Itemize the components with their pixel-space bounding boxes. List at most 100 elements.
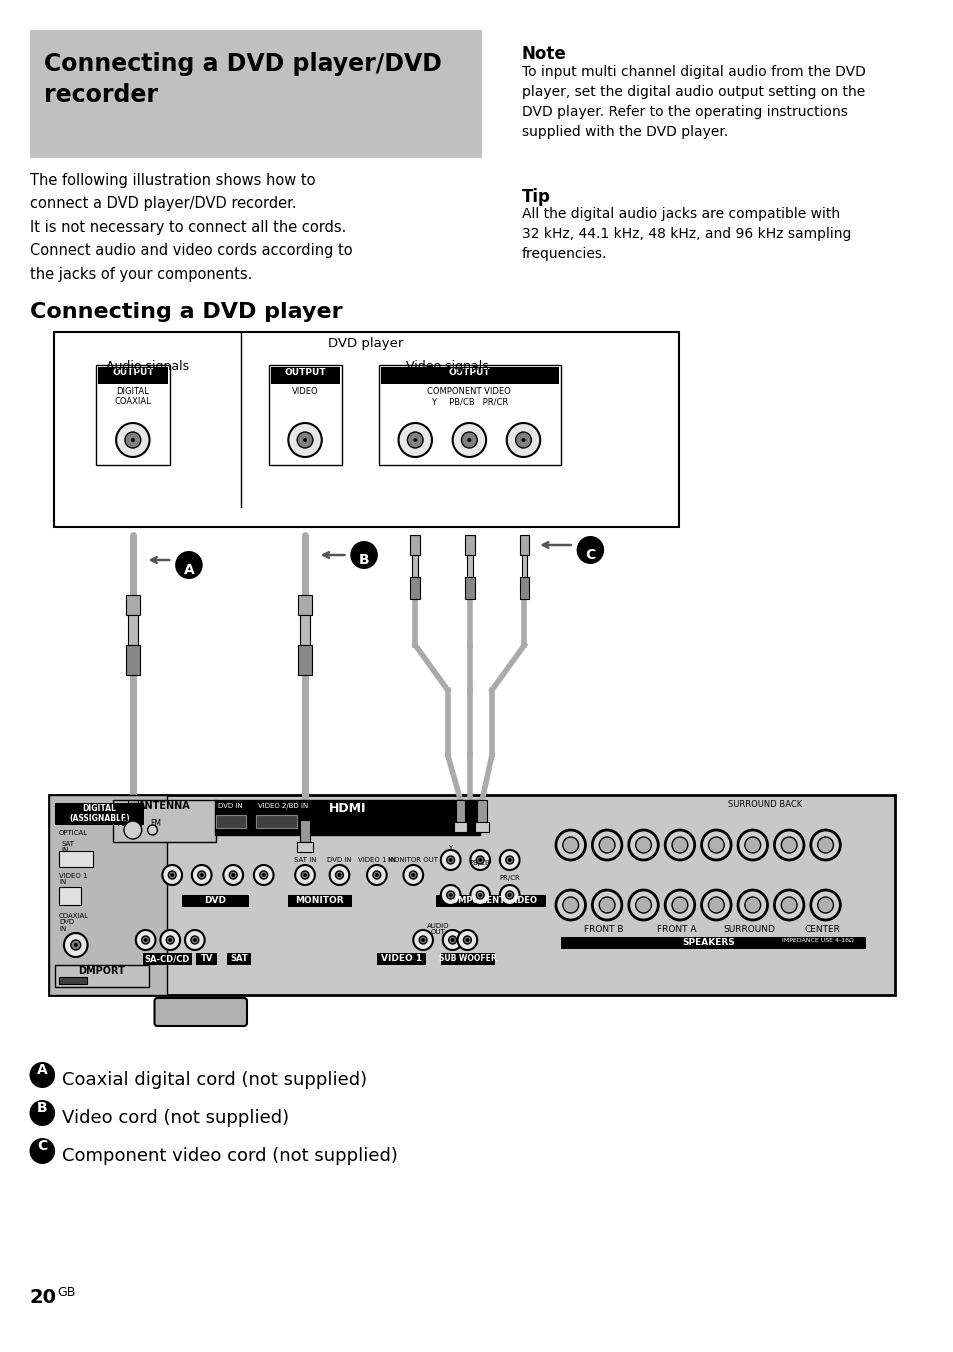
Circle shape xyxy=(418,936,427,944)
Bar xyxy=(298,645,312,675)
Text: C: C xyxy=(37,1138,48,1153)
Circle shape xyxy=(303,438,307,442)
Text: AM: AM xyxy=(118,819,130,827)
Text: SAT IN: SAT IN xyxy=(294,857,316,863)
Text: Connecting a DVD player: Connecting a DVD player xyxy=(30,301,342,322)
Circle shape xyxy=(467,438,471,442)
Circle shape xyxy=(457,930,476,950)
Circle shape xyxy=(476,856,483,864)
Text: Video cord (not supplied): Video cord (not supplied) xyxy=(62,1109,289,1128)
Bar xyxy=(113,800,216,842)
Circle shape xyxy=(628,830,658,860)
Bar xyxy=(227,953,251,965)
Circle shape xyxy=(350,541,377,569)
Text: Component video cord (not supplied): Component video cord (not supplied) xyxy=(62,1146,397,1165)
Bar xyxy=(410,535,419,556)
Text: DVD IN: DVD IN xyxy=(327,857,352,863)
Text: B: B xyxy=(358,553,369,566)
Circle shape xyxy=(330,865,349,886)
Text: TV: TV xyxy=(200,955,213,963)
Text: COAXIAL
DVD
IN: COAXIAL DVD IN xyxy=(59,913,89,932)
Circle shape xyxy=(521,438,525,442)
Bar xyxy=(519,577,529,599)
Text: SAT
IN: SAT IN xyxy=(61,841,74,853)
Circle shape xyxy=(781,896,796,913)
Circle shape xyxy=(448,936,456,944)
Circle shape xyxy=(440,850,460,869)
Text: FM: FM xyxy=(151,819,161,827)
Bar xyxy=(126,645,139,675)
Bar xyxy=(214,800,479,836)
Circle shape xyxy=(506,423,539,457)
Circle shape xyxy=(148,825,157,836)
Text: SUB WOOFER: SUB WOOFER xyxy=(438,955,496,963)
Bar xyxy=(55,965,149,987)
Bar xyxy=(128,800,137,822)
Bar xyxy=(182,895,249,907)
Circle shape xyxy=(700,830,730,860)
Text: DVD IN: DVD IN xyxy=(218,803,243,808)
Circle shape xyxy=(135,930,155,950)
Circle shape xyxy=(738,830,767,860)
Text: 20: 20 xyxy=(30,1288,56,1307)
Circle shape xyxy=(556,890,585,919)
Text: OUTPUT: OUTPUT xyxy=(112,368,153,377)
Text: VIDEO 1: VIDEO 1 xyxy=(380,955,421,963)
Bar xyxy=(96,365,170,465)
Bar xyxy=(126,595,139,615)
Circle shape xyxy=(131,438,134,442)
Circle shape xyxy=(671,896,687,913)
Bar xyxy=(59,887,81,904)
Circle shape xyxy=(598,896,615,913)
Bar xyxy=(298,595,312,615)
Bar xyxy=(475,822,489,831)
Circle shape xyxy=(477,894,481,896)
Circle shape xyxy=(507,859,511,863)
Bar xyxy=(300,615,310,645)
Circle shape xyxy=(477,859,481,863)
Circle shape xyxy=(470,850,490,869)
Bar xyxy=(143,953,192,965)
Circle shape xyxy=(337,873,341,877)
Circle shape xyxy=(168,871,176,879)
Bar xyxy=(467,556,473,577)
Bar xyxy=(54,333,679,527)
Circle shape xyxy=(476,891,483,899)
Text: All the digital audio jacks are compatible with
32 kHz, 44.1 kHz, 48 kHz, and 96: All the digital audio jacks are compatib… xyxy=(521,207,850,261)
Circle shape xyxy=(774,830,803,860)
Circle shape xyxy=(461,433,476,448)
Circle shape xyxy=(193,938,196,942)
Circle shape xyxy=(635,837,651,853)
Text: Coaxial digital cord (not supplied): Coaxial digital cord (not supplied) xyxy=(62,1071,367,1088)
Circle shape xyxy=(774,890,803,919)
Circle shape xyxy=(708,837,723,853)
Bar xyxy=(98,366,168,384)
Text: Y: Y xyxy=(448,845,453,850)
Text: SURROUND BACK: SURROUND BACK xyxy=(728,800,801,808)
Circle shape xyxy=(465,938,469,942)
Text: Note: Note xyxy=(521,45,566,64)
Circle shape xyxy=(162,865,182,886)
FancyBboxPatch shape xyxy=(154,998,247,1026)
Bar xyxy=(410,577,419,599)
Circle shape xyxy=(403,865,423,886)
Bar xyxy=(296,842,313,852)
Circle shape xyxy=(671,837,687,853)
Text: PR/CR: PR/CR xyxy=(498,875,519,882)
Text: PB/CB: PB/CB xyxy=(469,860,490,867)
Circle shape xyxy=(125,433,140,448)
Bar xyxy=(476,800,487,822)
Text: Video signals: Video signals xyxy=(406,360,489,373)
Bar xyxy=(465,535,475,556)
Circle shape xyxy=(505,856,513,864)
Circle shape xyxy=(562,896,578,913)
Text: Connecting a DVD player/DVD
recorder: Connecting a DVD player/DVD recorder xyxy=(44,51,441,107)
Circle shape xyxy=(446,856,455,864)
Bar xyxy=(125,822,140,831)
Circle shape xyxy=(499,850,519,869)
Circle shape xyxy=(446,891,455,899)
Circle shape xyxy=(296,433,313,448)
Circle shape xyxy=(288,423,321,457)
Bar xyxy=(560,937,865,949)
Bar xyxy=(412,556,417,577)
